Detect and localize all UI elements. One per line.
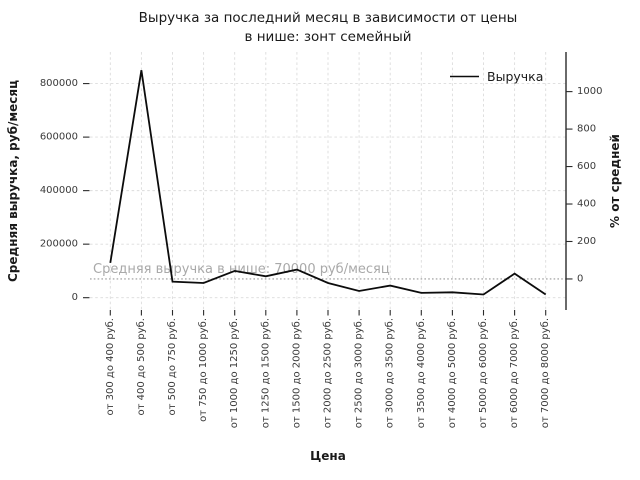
x-tick-label: от 300 до 400 руб.: [105, 318, 116, 415]
y-left-tick-label: 600000: [40, 132, 78, 143]
x-tick-label: от 500 до 750 руб.: [167, 318, 178, 415]
x-tick-label: от 4000 до 5000 руб.: [447, 318, 458, 428]
y-right-tick-label: 0: [577, 273, 583, 284]
legend-label: Выручка: [487, 69, 543, 84]
x-tick-label: от 1500 до 2000 руб.: [291, 318, 302, 428]
chart-title-line2: в нише: зонт семейный: [244, 29, 412, 45]
x-tick-label: от 750 до 1000 руб.: [198, 318, 209, 422]
y-left-tick-label: 0: [72, 292, 78, 303]
x-tick-label: от 1250 до 1500 руб.: [260, 318, 271, 428]
revenue-line: [109, 70, 547, 296]
y-right-tick-label: 200: [577, 236, 596, 247]
x-tick-label: от 2500 до 3000 руб.: [354, 318, 365, 428]
x-tick-label: от 7000 до 8000 руб.: [540, 318, 551, 428]
chart-title: Выручка за последний месяц в зависимости…: [90, 9, 566, 47]
y-left-tick-label: 800000: [40, 78, 78, 89]
y-right-tick-label: 1000: [577, 86, 602, 97]
average-annotation: Средняя выручка в нише: 70000 руб/месяц: [93, 262, 390, 277]
y-left-tick-label: 400000: [40, 185, 78, 196]
y-right-tick-label: 800: [577, 124, 596, 135]
chart-title-line1: Выручка за последний месяц в зависимости…: [138, 10, 518, 26]
x-tick-label: от 5000 до 6000 руб.: [478, 318, 489, 428]
x-tick-label: от 400 до 500 руб.: [136, 318, 147, 415]
y-right-tick-label: 600: [577, 161, 596, 172]
x-tick-label: от 1000 до 1250 руб.: [229, 318, 240, 428]
y-right-tick-label: 400: [577, 199, 596, 210]
x-tick-label: от 6000 до 7000 руб.: [509, 318, 520, 428]
x-tick-label: от 2000 до 2500 руб.: [323, 318, 334, 428]
x-axis-label: Цена: [310, 449, 346, 463]
x-tick-label: от 3500 до 4000 руб.: [416, 318, 427, 428]
x-tick-label: от 3000 до 3500 руб.: [385, 318, 396, 428]
y-left-tick-label: 200000: [40, 239, 78, 250]
